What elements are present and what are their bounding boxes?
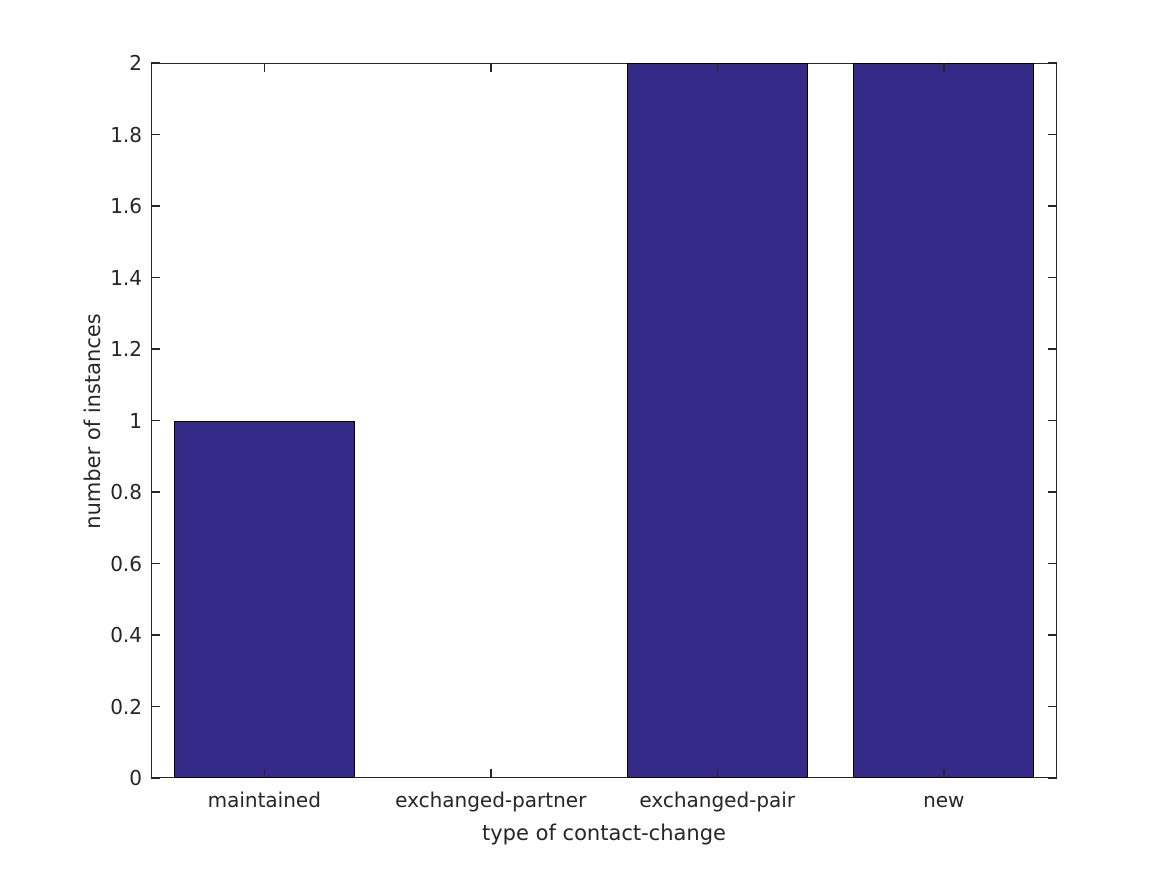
bar-new xyxy=(853,63,1035,778)
y-tick-mark-right xyxy=(1048,777,1057,779)
x-tick-label-exchanged-partner: exchanged-partner xyxy=(395,788,587,812)
y-tick-mark-left xyxy=(151,62,160,64)
y-tick-mark-right xyxy=(1048,62,1057,64)
y-tick-mark-right xyxy=(1048,133,1057,136)
y-tick-label: 0.8 xyxy=(110,480,142,504)
y-tick-mark-right xyxy=(1048,562,1057,565)
y-tick-mark-left xyxy=(151,634,160,636)
y-tick-label: 1.8 xyxy=(110,122,142,147)
y-tick-label: 0.4 xyxy=(110,623,142,647)
y-tick-label: 0 xyxy=(129,766,142,790)
x-tick-label-new: new xyxy=(923,788,965,812)
y-tick-label: 1.4 xyxy=(110,265,142,290)
y-tick-label: 0.2 xyxy=(110,694,142,719)
x-tick-mark-bottom xyxy=(716,769,718,778)
y-tick-mark-right xyxy=(1048,348,1057,350)
bar-maintained xyxy=(173,420,355,778)
y-tick-mark-right xyxy=(1048,205,1057,207)
bar-exchanged-pair xyxy=(626,63,808,778)
x-tick-mark-bottom xyxy=(943,769,945,778)
y-tick-mark-left xyxy=(151,205,160,207)
y-tick-mark-left xyxy=(151,491,160,493)
y-tick-mark-left xyxy=(151,705,160,708)
y-tick-mark-left xyxy=(151,348,160,350)
x-tick-mark-top xyxy=(716,63,718,72)
y-axis-label: number of instances xyxy=(81,312,105,529)
y-tick-label: 1.6 xyxy=(110,194,142,218)
y-tick-mark-right xyxy=(1048,419,1057,422)
x-tick-label-exchanged-pair: exchanged-pair xyxy=(639,788,796,812)
y-tick-label: 0.6 xyxy=(110,551,142,576)
x-tick-label-maintained: maintained xyxy=(207,788,321,812)
y-tick-mark-right xyxy=(1048,705,1057,708)
y-tick-label: 1.2 xyxy=(110,337,142,361)
y-tick-mark-right xyxy=(1048,491,1057,493)
x-axis-label: type of contact-change xyxy=(482,821,726,845)
y-tick-label: 2 xyxy=(129,51,142,75)
y-tick-mark-left xyxy=(151,133,160,136)
x-tick-mark-bottom xyxy=(490,769,492,778)
x-tick-mark-top xyxy=(490,63,492,72)
x-tick-mark-bottom xyxy=(263,769,265,778)
y-tick-mark-left xyxy=(151,777,160,779)
y-tick-mark-right xyxy=(1048,634,1057,636)
y-tick-mark-left xyxy=(151,419,160,422)
y-tick-mark-left xyxy=(151,562,160,565)
y-tick-label: 1 xyxy=(129,408,142,433)
x-tick-mark-top xyxy=(263,63,265,72)
y-tick-mark-left xyxy=(151,276,160,279)
x-tick-mark-top xyxy=(943,63,945,72)
y-tick-mark-right xyxy=(1048,276,1057,279)
